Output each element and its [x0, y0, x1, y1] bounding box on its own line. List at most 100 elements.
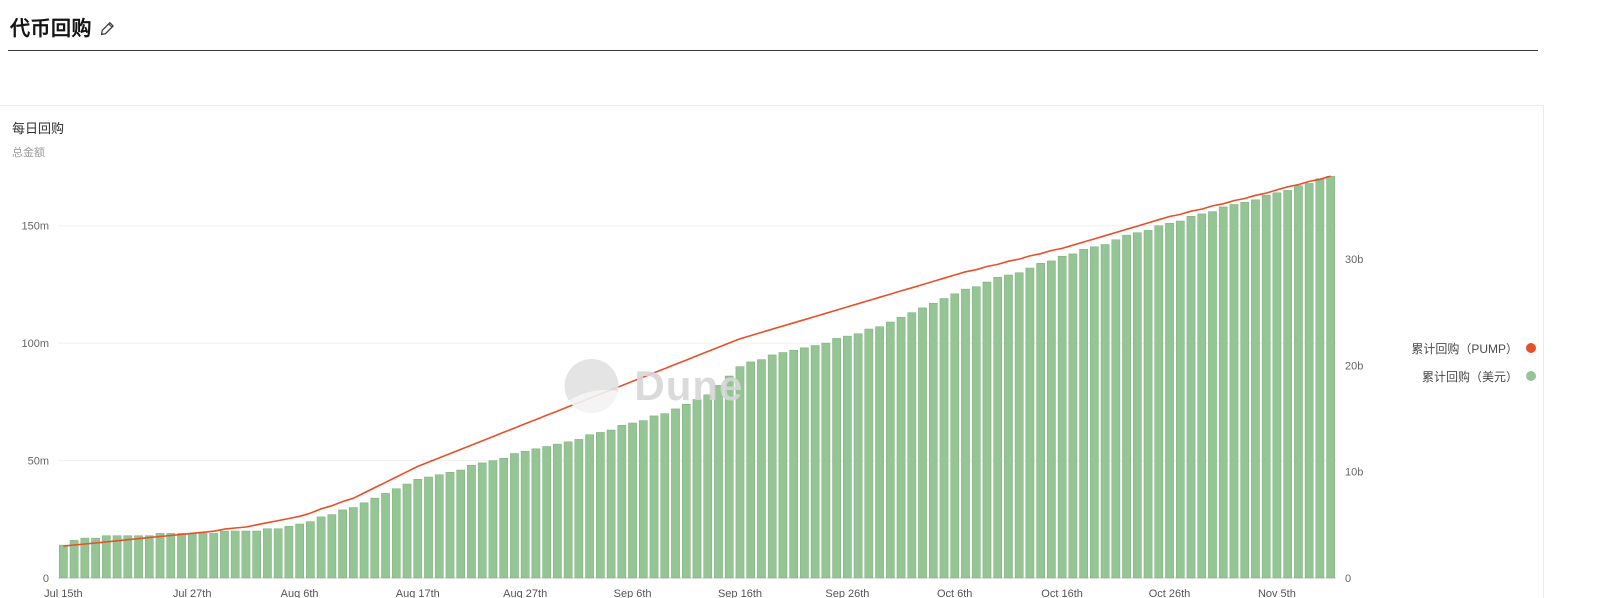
bar-daily-cumulative-usd[interactable] — [864, 328, 874, 579]
bar-daily-cumulative-usd[interactable] — [1122, 234, 1131, 579]
bar-daily-cumulative-usd[interactable] — [306, 521, 315, 579]
bar-daily-cumulative-usd[interactable] — [800, 347, 809, 579]
bar-daily-cumulative-usd[interactable] — [102, 535, 111, 579]
bar-daily-cumulative-usd[interactable] — [553, 443, 562, 579]
bar-daily-cumulative-usd[interactable] — [1304, 183, 1314, 579]
bar-daily-cumulative-usd[interactable] — [187, 533, 197, 579]
edit-pen-icon[interactable] — [99, 20, 116, 37]
bar-daily-cumulative-usd[interactable] — [1294, 185, 1303, 579]
bar-daily-cumulative-usd[interactable] — [510, 453, 519, 579]
bar-daily-cumulative-usd[interactable] — [982, 281, 992, 579]
bar-daily-cumulative-usd[interactable] — [1100, 244, 1110, 579]
bar-daily-cumulative-usd[interactable] — [1283, 190, 1292, 579]
bar-daily-cumulative-usd[interactable] — [928, 302, 938, 579]
bar-daily-cumulative-usd[interactable] — [649, 415, 659, 579]
bar-daily-cumulative-usd[interactable] — [638, 420, 648, 579]
bar-daily-cumulative-usd[interactable] — [467, 465, 476, 579]
bar-daily-cumulative-usd[interactable] — [885, 321, 895, 579]
bar-daily-cumulative-usd[interactable] — [939, 298, 949, 579]
legend-item-usd[interactable]: 累计回购（美元） — [1380, 368, 1536, 385]
bar-daily-cumulative-usd[interactable] — [123, 535, 133, 579]
bar-daily-cumulative-usd[interactable] — [1132, 232, 1142, 579]
bar-daily-cumulative-usd[interactable] — [456, 469, 466, 579]
bar-daily-cumulative-usd[interactable] — [778, 352, 788, 579]
bar-daily-cumulative-usd[interactable] — [542, 446, 551, 579]
bar-daily-cumulative-usd[interactable] — [1079, 248, 1088, 579]
bar-daily-cumulative-usd[interactable] — [843, 335, 852, 579]
bar-daily-cumulative-usd[interactable] — [434, 474, 444, 579]
bar-daily-cumulative-usd[interactable] — [155, 533, 165, 579]
bar-daily-cumulative-usd[interactable] — [789, 349, 798, 579]
bar-daily-cumulative-usd[interactable] — [1047, 260, 1056, 579]
bar-daily-cumulative-usd[interactable] — [338, 509, 347, 579]
bar-daily-cumulative-usd[interactable] — [907, 312, 917, 579]
bar-daily-cumulative-usd[interactable] — [617, 425, 627, 579]
bar-daily-cumulative-usd[interactable] — [1218, 206, 1228, 579]
bar-daily-cumulative-usd[interactable] — [166, 533, 176, 579]
bar-daily-cumulative-usd[interactable] — [1143, 230, 1153, 579]
bar-daily-cumulative-usd[interactable] — [1154, 225, 1164, 579]
bar-daily-cumulative-usd[interactable] — [918, 307, 927, 579]
bar-daily-cumulative-usd[interactable] — [574, 439, 584, 579]
bar-daily-cumulative-usd[interactable] — [1197, 213, 1207, 579]
bar-daily-cumulative-usd[interactable] — [875, 326, 884, 579]
bar-daily-cumulative-usd[interactable] — [1229, 204, 1239, 579]
bar-daily-cumulative-usd[interactable] — [499, 457, 509, 579]
bar-daily-cumulative-usd[interactable] — [80, 537, 90, 579]
bar-daily-cumulative-usd[interactable] — [59, 544, 68, 579]
bar-daily-cumulative-usd[interactable] — [628, 422, 637, 579]
bar-daily-cumulative-usd[interactable] — [359, 502, 369, 579]
bar-daily-cumulative-usd[interactable] — [1090, 246, 1099, 579]
bar-daily-cumulative-usd[interactable] — [961, 288, 970, 579]
bar-daily-cumulative-usd[interactable] — [198, 533, 208, 579]
bar-daily-cumulative-usd[interactable] — [1111, 239, 1121, 579]
bar-daily-cumulative-usd[interactable] — [477, 462, 487, 579]
bar-daily-cumulative-usd[interactable] — [735, 366, 745, 579]
bar-daily-cumulative-usd[interactable] — [821, 342, 831, 579]
bar-daily-cumulative-usd[interactable] — [681, 403, 691, 579]
bar-daily-cumulative-usd[interactable] — [295, 523, 304, 579]
bar-daily-cumulative-usd[interactable] — [263, 528, 272, 579]
bar-daily-cumulative-usd[interactable] — [381, 493, 390, 579]
bar-daily-cumulative-usd[interactable] — [391, 488, 401, 579]
bar-daily-cumulative-usd[interactable] — [69, 540, 79, 579]
bar-daily-cumulative-usd[interactable] — [724, 375, 734, 579]
bar-daily-cumulative-usd[interactable] — [1004, 274, 1013, 579]
bar-daily-cumulative-usd[interactable] — [1261, 194, 1271, 579]
bar-daily-cumulative-usd[interactable] — [488, 460, 498, 579]
bar-daily-cumulative-usd[interactable] — [112, 535, 122, 579]
bar-daily-cumulative-usd[interactable] — [1186, 216, 1196, 579]
bar-daily-cumulative-usd[interactable] — [671, 408, 680, 579]
bar-daily-cumulative-usd[interactable] — [230, 530, 240, 579]
bar-daily-cumulative-usd[interactable] — [993, 277, 1003, 579]
bar-daily-cumulative-usd[interactable] — [134, 535, 143, 579]
bar-daily-cumulative-usd[interactable] — [144, 535, 154, 579]
bar-daily-cumulative-usd[interactable] — [896, 317, 906, 579]
bar-daily-cumulative-usd[interactable] — [209, 533, 219, 579]
bar-daily-cumulative-usd[interactable] — [1326, 176, 1335, 579]
bar-daily-cumulative-usd[interactable] — [349, 507, 358, 579]
bar-daily-cumulative-usd[interactable] — [413, 479, 423, 579]
bar-daily-cumulative-usd[interactable] — [585, 434, 594, 579]
bar-daily-cumulative-usd[interactable] — [853, 333, 863, 579]
bar-daily-cumulative-usd[interactable] — [1036, 263, 1045, 579]
bar-daily-cumulative-usd[interactable] — [1025, 267, 1035, 579]
bar-daily-cumulative-usd[interactable] — [971, 286, 981, 579]
legend-item-pump[interactable]: 累计回购（PUMP） — [1380, 340, 1536, 357]
bar-daily-cumulative-usd[interactable] — [832, 338, 841, 579]
bar-daily-cumulative-usd[interactable] — [1057, 255, 1067, 579]
bar-daily-cumulative-usd[interactable] — [606, 429, 616, 579]
bar-daily-cumulative-usd[interactable] — [1165, 223, 1174, 579]
bar-daily-cumulative-usd[interactable] — [520, 450, 530, 579]
bar-daily-cumulative-usd[interactable] — [402, 483, 412, 579]
bar-daily-cumulative-usd[interactable] — [810, 345, 820, 579]
bar-daily-cumulative-usd[interactable] — [424, 476, 433, 579]
bar-daily-cumulative-usd[interactable] — [714, 385, 723, 579]
bar-daily-cumulative-usd[interactable] — [692, 399, 702, 579]
bar-daily-cumulative-usd[interactable] — [316, 516, 326, 579]
bar-daily-cumulative-usd[interactable] — [1315, 178, 1325, 579]
bar-daily-cumulative-usd[interactable] — [767, 354, 777, 579]
bar-daily-cumulative-usd[interactable] — [1251, 199, 1260, 579]
bar-daily-cumulative-usd[interactable] — [241, 530, 251, 579]
bar-daily-cumulative-usd[interactable] — [703, 394, 713, 579]
